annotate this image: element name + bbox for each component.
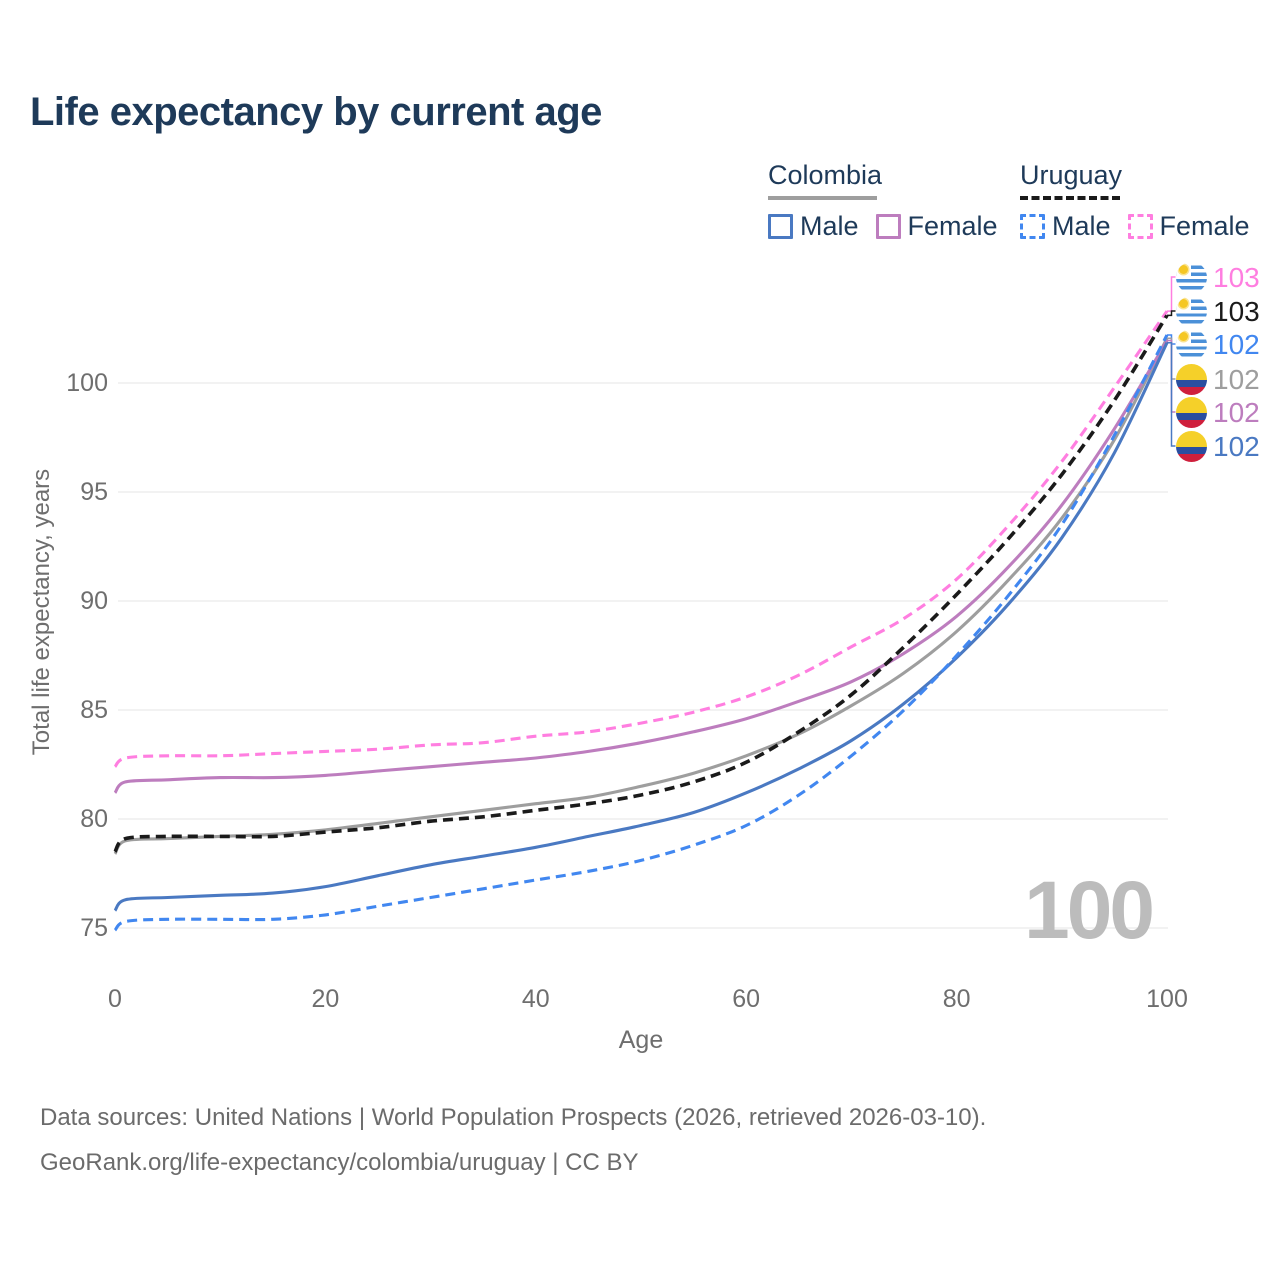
gridlines: [118, 382, 1168, 929]
y-tick-label: 80: [80, 805, 108, 833]
series-line-colombia-male: [113, 342, 1169, 912]
y-tick-label: 75: [80, 914, 108, 942]
uruguay-linestyle-swatch: [1020, 196, 1120, 200]
y-axis-title: Total life expectancy, years: [28, 468, 55, 756]
series-line-uruguay-both: [113, 314, 1169, 853]
legend-item-uruguay-female[interactable]: Female: [1127, 211, 1250, 242]
series-line-colombia-female: [113, 339, 1169, 794]
legend-country-label-uruguay: Uruguay: [1020, 160, 1123, 190]
legend-item-colombia-female[interactable]: Female: [875, 211, 998, 242]
x-tick-label: 80: [942, 985, 971, 1013]
legend-label: Male: [1052, 211, 1111, 241]
uruguay-male-swatch-icon: [1020, 214, 1045, 239]
x-tick-label: 40: [521, 985, 550, 1013]
y-tick-label: 90: [80, 587, 108, 615]
legend-label: Female: [907, 211, 998, 241]
age-counter-watermark: 100: [1024, 865, 1155, 956]
y-tick-label: 100: [66, 369, 108, 397]
legend-label: Male: [800, 211, 859, 241]
chart-title: Life expectancy by current age: [30, 90, 602, 134]
series-line-uruguay-male: [113, 334, 1169, 932]
x-axis-title: Age: [618, 1026, 664, 1054]
legend-group-uruguay: Uruguay Male Female: [1020, 160, 1250, 242]
footer-attribution-link: GeoRank.org/life-expectancy/colombia/uru…: [40, 1149, 639, 1176]
footer: Data sources: United Nations | World Pop…: [40, 1104, 986, 1194]
x-tick-label: 60: [732, 985, 761, 1013]
legend-country-label-colombia: Colombia: [768, 160, 883, 190]
x-tick-label: 0: [108, 985, 122, 1013]
colombia-linestyle-swatch: [768, 196, 877, 200]
colombia-female-swatch-icon: [875, 214, 901, 239]
footer-data-sources: Data sources: United Nations | World Pop…: [40, 1104, 987, 1131]
series-line-uruguay-female: [113, 310, 1169, 768]
legend-label: Female: [1159, 211, 1250, 241]
uruguay-female-swatch-icon: [1127, 214, 1153, 239]
legend-item-uruguay-male[interactable]: Male: [1020, 211, 1111, 242]
legend-item-colombia-male[interactable]: Male: [768, 211, 859, 242]
legend-group-colombia: Colombia Male Female: [768, 160, 998, 242]
y-tick-label: 85: [80, 696, 108, 724]
colombia-male-swatch-icon: [768, 214, 793, 239]
label-connector: [1167, 310, 1176, 317]
x-tick-label: 20: [311, 985, 340, 1013]
x-axis-ticks: 0 20 40 60 80 100: [0, 985, 1280, 1015]
x-tick-label: 100: [1146, 985, 1188, 1013]
y-tick-label: 95: [80, 478, 108, 506]
label-connector: [1167, 341, 1176, 447]
label-connector: [1167, 276, 1176, 312]
